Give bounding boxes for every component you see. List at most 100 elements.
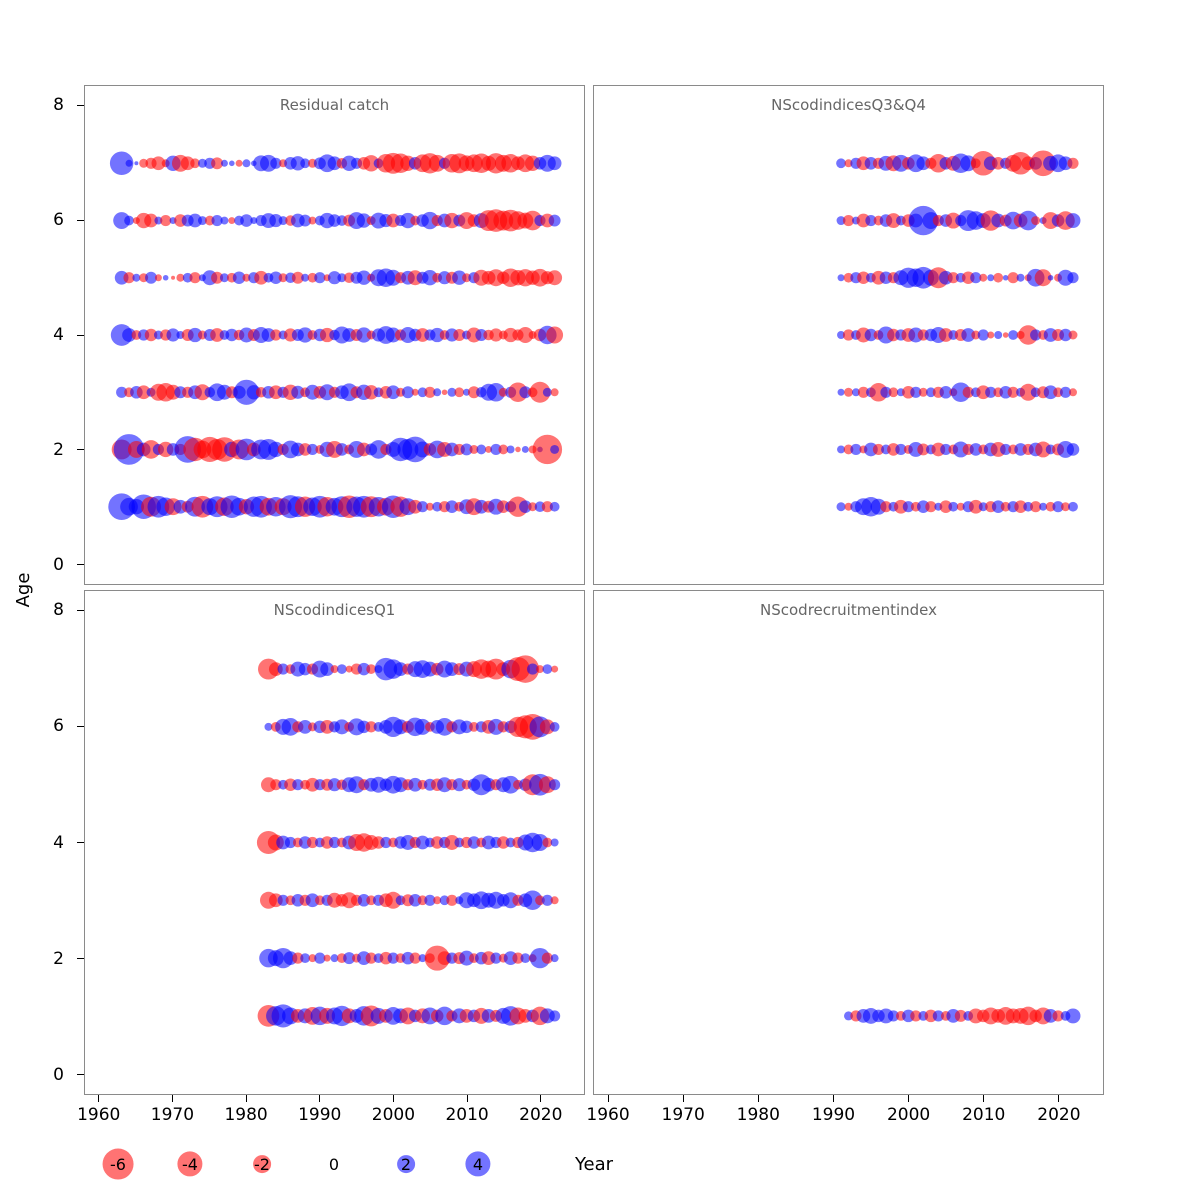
bubble <box>433 896 442 905</box>
bubble <box>546 326 564 344</box>
bubble <box>452 778 466 792</box>
bubble <box>531 834 549 851</box>
bubble <box>939 385 953 399</box>
bubble <box>300 953 310 964</box>
x-tick-label: 2010 <box>962 1105 1006 1125</box>
x-tick <box>466 1095 468 1102</box>
bubble <box>880 501 892 513</box>
bubble <box>1059 328 1072 342</box>
bubble <box>512 952 524 964</box>
bubble <box>1030 501 1042 513</box>
bubble <box>895 443 907 456</box>
bubble <box>113 212 131 230</box>
bubble <box>1000 501 1011 512</box>
bubble <box>939 500 953 513</box>
bubble <box>547 270 563 286</box>
bubble <box>550 838 559 847</box>
legend-bubble-icon <box>102 1148 134 1180</box>
bubble <box>409 952 421 964</box>
bubble <box>242 159 251 168</box>
legend-bubble-icon <box>465 1151 491 1177</box>
y-tick-label: 0 <box>53 1064 64 1085</box>
bubble <box>269 271 283 285</box>
bubble <box>363 385 379 400</box>
bubble <box>1045 501 1056 512</box>
bubble <box>549 779 561 791</box>
bubble <box>837 388 845 396</box>
bubble <box>1034 269 1052 287</box>
plot-area-residual-catch <box>108 151 564 521</box>
bubble <box>445 500 459 513</box>
bubble <box>414 718 431 735</box>
bubble <box>506 445 515 454</box>
bubble <box>1030 329 1042 341</box>
plot-area-nscodindices-q1 <box>256 655 561 1028</box>
bubble <box>176 273 185 282</box>
bubble <box>511 655 540 683</box>
bubble <box>1052 1010 1064 1022</box>
bubble <box>836 502 846 512</box>
legend-label: -4 <box>182 1154 198 1174</box>
bubble <box>330 954 339 963</box>
bubble <box>270 157 282 169</box>
bubble <box>308 216 317 225</box>
legend-label: 0 <box>328 1154 340 1174</box>
bubble <box>136 385 151 400</box>
bubble <box>550 896 559 905</box>
bubble <box>1061 502 1071 512</box>
bubble <box>306 443 319 456</box>
bubble <box>197 158 207 168</box>
bubble <box>932 1010 944 1022</box>
y-tick <box>77 842 84 843</box>
bubble <box>386 385 401 400</box>
bubble <box>242 273 251 282</box>
bubble <box>240 214 253 227</box>
bubble <box>190 158 200 169</box>
bubble <box>166 328 180 342</box>
bubble <box>1068 501 1078 512</box>
bubble <box>330 665 339 674</box>
bubble <box>357 893 371 907</box>
bubble <box>125 159 133 167</box>
bubble <box>323 954 331 962</box>
bubble <box>425 502 434 511</box>
bubble <box>925 387 936 398</box>
bubble <box>837 331 846 339</box>
panel-nscodrecruitmentindex: NScodrecruitmentindex <box>593 590 1104 1095</box>
bubble <box>872 443 885 456</box>
bubble <box>1065 1008 1081 1024</box>
bubble <box>151 156 166 171</box>
bubble <box>1052 501 1064 513</box>
x-tick-label: 1970 <box>661 1105 705 1125</box>
bubble <box>843 272 854 283</box>
y-tick-label: 8 <box>53 600 64 621</box>
bubble <box>938 328 953 342</box>
y-tick-label: 2 <box>53 948 64 969</box>
x-tick-label: 1990 <box>811 1105 856 1125</box>
bubble <box>550 388 559 397</box>
y-tick <box>77 449 84 451</box>
bubble <box>842 214 855 227</box>
bubble <box>541 501 553 513</box>
bubble <box>947 272 959 284</box>
bubble <box>497 836 510 849</box>
bubble <box>460 720 473 734</box>
bubble <box>1019 383 1037 401</box>
x-tick-label: 2020 <box>519 1105 563 1125</box>
bubble <box>301 273 310 282</box>
bubble <box>550 954 559 963</box>
bubble <box>991 500 1005 513</box>
bubble <box>328 836 341 849</box>
bubble <box>541 952 553 964</box>
bubble <box>844 1011 853 1021</box>
bubble <box>865 214 877 227</box>
bubble <box>1065 213 1081 229</box>
legend-item: 2 <box>376 1136 436 1192</box>
bubble <box>547 156 562 171</box>
bubble <box>264 722 273 731</box>
bubble <box>971 330 981 340</box>
x-tick <box>682 1095 684 1102</box>
bubble <box>211 214 223 227</box>
x-tick <box>1058 1095 1060 1102</box>
bubble <box>452 270 467 285</box>
